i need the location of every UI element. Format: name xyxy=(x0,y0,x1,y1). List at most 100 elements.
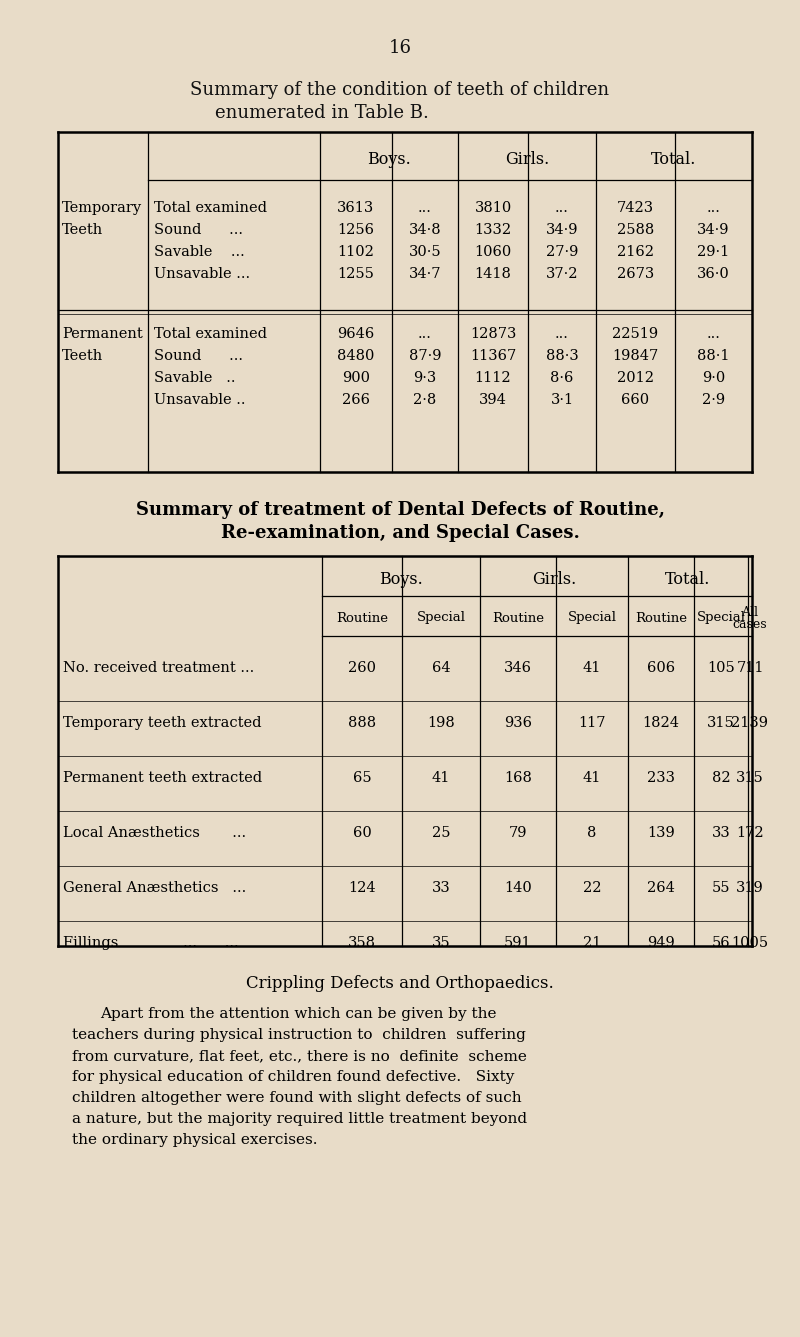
Text: 1332: 1332 xyxy=(474,223,511,237)
Text: Girls.: Girls. xyxy=(532,571,576,588)
Text: 34·9: 34·9 xyxy=(698,223,730,237)
Text: 9646: 9646 xyxy=(338,328,374,341)
Text: 8·6: 8·6 xyxy=(550,370,574,385)
Text: children altogether were found with slight defects of such: children altogether were found with slig… xyxy=(72,1091,522,1104)
Text: 660: 660 xyxy=(622,393,650,406)
Text: 124: 124 xyxy=(348,881,376,894)
Text: teachers during physical instruction to  children  suffering: teachers during physical instruction to … xyxy=(72,1028,526,1042)
Text: 2162: 2162 xyxy=(617,245,654,259)
Text: 79: 79 xyxy=(509,826,527,840)
Text: 2·8: 2·8 xyxy=(414,393,437,406)
Text: 3613: 3613 xyxy=(338,201,374,215)
Text: a nature, but the majority required little treatment beyond: a nature, but the majority required litt… xyxy=(72,1112,527,1126)
Text: 88·3: 88·3 xyxy=(546,349,578,364)
Text: ...: ... xyxy=(706,328,721,341)
Text: 346: 346 xyxy=(504,660,532,675)
Text: 7423: 7423 xyxy=(617,201,654,215)
Text: Summary of the condition of teeth of children: Summary of the condition of teeth of chi… xyxy=(190,82,610,99)
Text: 41: 41 xyxy=(583,660,601,675)
Text: 41: 41 xyxy=(432,771,450,785)
Text: 1418: 1418 xyxy=(474,267,511,281)
Text: Total examined: Total examined xyxy=(154,328,267,341)
Text: ...: ... xyxy=(555,328,569,341)
Text: 3810: 3810 xyxy=(474,201,512,215)
Text: 1060: 1060 xyxy=(474,245,512,259)
Text: Girls.: Girls. xyxy=(505,151,549,168)
Text: Routine: Routine xyxy=(635,611,687,624)
Text: 12873: 12873 xyxy=(470,328,516,341)
Text: 64: 64 xyxy=(432,660,450,675)
Text: Total.: Total. xyxy=(651,151,697,168)
Text: 264: 264 xyxy=(647,881,675,894)
Text: 16: 16 xyxy=(389,39,411,57)
Text: Re-examination, and Special Cases.: Re-examination, and Special Cases. xyxy=(221,524,579,541)
Text: 900: 900 xyxy=(342,370,370,385)
Text: 2·9: 2·9 xyxy=(702,393,725,406)
Text: 3·1: 3·1 xyxy=(550,393,574,406)
Text: 888: 888 xyxy=(348,717,376,730)
Text: 19847: 19847 xyxy=(612,349,658,364)
Text: General Anæsthetics   ...: General Anæsthetics ... xyxy=(63,881,246,894)
Text: for physical education of children found defective.   Sixty: for physical education of children found… xyxy=(72,1070,514,1084)
Text: 168: 168 xyxy=(504,771,532,785)
Text: Sound      ...: Sound ... xyxy=(154,349,243,364)
Text: All: All xyxy=(742,606,758,619)
Text: 8480: 8480 xyxy=(338,349,374,364)
Text: Unsavable ..: Unsavable .. xyxy=(154,393,246,406)
Text: 22519: 22519 xyxy=(613,328,658,341)
Text: enumerated in Table B.: enumerated in Table B. xyxy=(215,104,429,122)
Text: 2012: 2012 xyxy=(617,370,654,385)
Text: 2673: 2673 xyxy=(617,267,654,281)
Text: 1256: 1256 xyxy=(338,223,374,237)
Text: 1255: 1255 xyxy=(338,267,374,281)
Text: 260: 260 xyxy=(348,660,376,675)
Text: 36·0: 36·0 xyxy=(697,267,730,281)
Text: 87·9: 87·9 xyxy=(409,349,442,364)
Text: Permanent teeth extracted: Permanent teeth extracted xyxy=(63,771,262,785)
Text: Boys.: Boys. xyxy=(379,571,423,588)
Text: 9·0: 9·0 xyxy=(702,370,725,385)
Text: Permanent: Permanent xyxy=(62,328,142,341)
Text: ...: ... xyxy=(706,201,721,215)
Text: 88·1: 88·1 xyxy=(698,349,730,364)
Text: 198: 198 xyxy=(427,717,455,730)
Text: 29·1: 29·1 xyxy=(698,245,730,259)
Text: 591: 591 xyxy=(504,936,532,951)
Text: Special: Special xyxy=(697,611,746,624)
Text: 233: 233 xyxy=(647,771,675,785)
Text: Temporary teeth extracted: Temporary teeth extracted xyxy=(63,717,262,730)
Text: 2588: 2588 xyxy=(617,223,654,237)
Text: 711: 711 xyxy=(736,660,764,675)
Text: 105: 105 xyxy=(707,660,735,675)
Text: 56: 56 xyxy=(712,936,730,951)
Text: 1824: 1824 xyxy=(642,717,679,730)
Text: Summary of treatment of Dental Defects of Routine,: Summary of treatment of Dental Defects o… xyxy=(135,501,665,519)
Text: 319: 319 xyxy=(736,881,764,894)
Text: 34·9: 34·9 xyxy=(546,223,578,237)
Text: Local Anæsthetics       ...: Local Anæsthetics ... xyxy=(63,826,246,840)
Text: Savable    ...: Savable ... xyxy=(154,245,245,259)
Text: Fillings              ...      ...: Fillings ... ... xyxy=(63,936,238,951)
Text: Special: Special xyxy=(567,611,617,624)
Text: Teeth: Teeth xyxy=(62,223,103,237)
Text: 34·7: 34·7 xyxy=(409,267,442,281)
Text: ...: ... xyxy=(555,201,569,215)
Text: 949: 949 xyxy=(647,936,675,951)
Text: Savable   ..: Savable .. xyxy=(154,370,235,385)
Text: 936: 936 xyxy=(504,717,532,730)
Text: the ordinary physical exercises.: the ordinary physical exercises. xyxy=(72,1132,318,1147)
Text: 394: 394 xyxy=(479,393,507,406)
Text: 21: 21 xyxy=(583,936,601,951)
Text: Total examined: Total examined xyxy=(154,201,267,215)
Text: 35: 35 xyxy=(432,936,450,951)
Text: 8: 8 xyxy=(587,826,597,840)
Text: 33: 33 xyxy=(432,881,450,894)
Text: 358: 358 xyxy=(348,936,376,951)
Text: Temporary: Temporary xyxy=(62,201,142,215)
Text: 1102: 1102 xyxy=(338,245,374,259)
Text: 11367: 11367 xyxy=(470,349,516,364)
Text: 315: 315 xyxy=(707,717,735,730)
Text: 34·8: 34·8 xyxy=(409,223,442,237)
Text: 1112: 1112 xyxy=(474,370,511,385)
Text: 55: 55 xyxy=(712,881,730,894)
